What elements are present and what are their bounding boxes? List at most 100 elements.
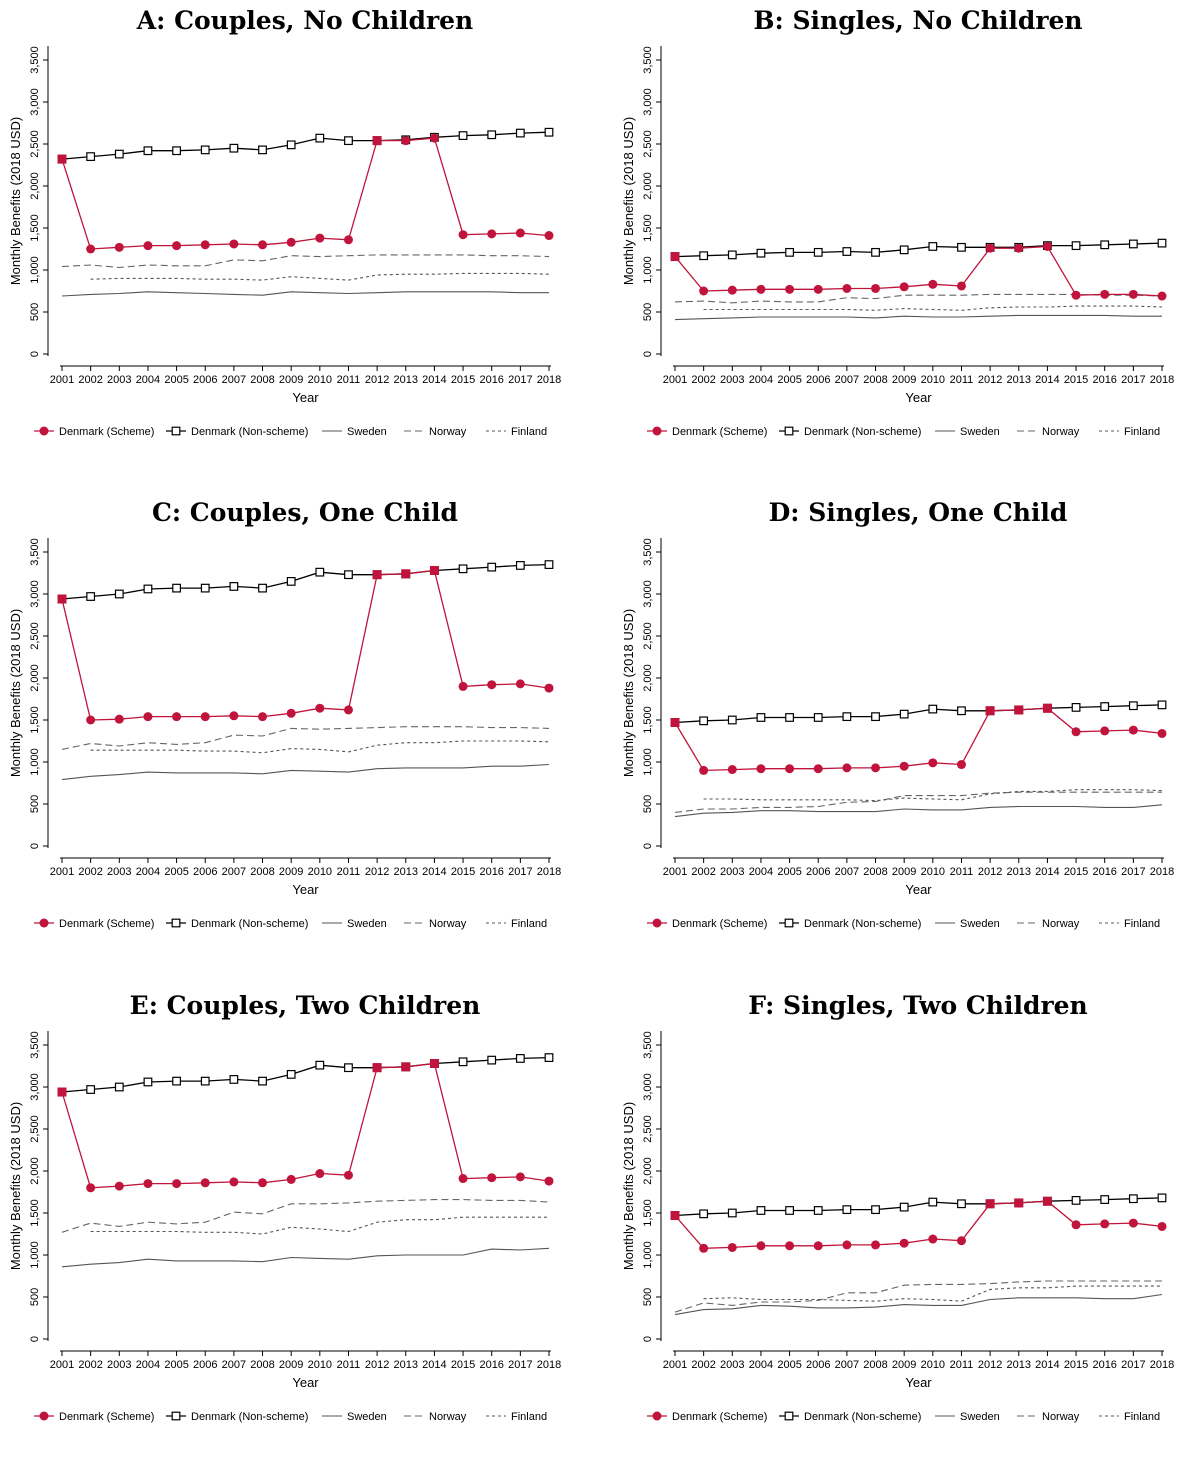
data-point-nonscheme	[1157, 700, 1167, 710]
x-tick-label: 2003	[107, 866, 131, 878]
x-tick-label: 2013	[394, 1359, 418, 1371]
x-tick-label: 2009	[892, 374, 916, 386]
series-scheme	[670, 1196, 1167, 1253]
data-point-scheme	[1157, 1221, 1167, 1231]
legend-marker	[784, 426, 794, 436]
data-point-nonscheme	[727, 715, 737, 725]
data-point-scheme	[756, 1241, 766, 1251]
x-tick-label: 2012	[978, 866, 1002, 878]
x-tick-label: 2010	[308, 866, 332, 878]
data-point-nonscheme	[286, 140, 296, 150]
x-tick-label: 2013	[394, 374, 418, 386]
x-tick-label: 2010	[921, 1359, 945, 1371]
legend-marker	[652, 918, 662, 928]
chart-panel-1: A: Couples, No Children 0 500 1,000 1,500 2,0…	[0, 0, 590, 474]
legend-item-sweden: Sweden	[322, 918, 387, 930]
legend-label: Denmark (Non-scheme)	[804, 918, 921, 930]
chart-panel-2: B: Singles, No Children 0 500 1,000 1,500 2,0…	[613, 0, 1179, 474]
x-tick-label: 2016	[479, 374, 503, 386]
legend-label: Sweden	[347, 1411, 387, 1423]
x-tick-label: 2018	[1150, 1359, 1174, 1371]
y-axis-label: Monthly Benefits (2018 USD)	[8, 609, 23, 777]
x-tick-label: 2005	[777, 374, 801, 386]
x-tick-label: 2016	[479, 866, 503, 878]
data-point-nonscheme	[871, 247, 880, 257]
data-point-nonscheme	[1100, 1195, 1110, 1204]
data-point-nonscheme	[871, 1205, 880, 1215]
chart-title: A: Couples, No Children	[136, 6, 473, 35]
y-tick-label: 2,000	[642, 172, 654, 200]
data-point-scheme	[401, 136, 411, 146]
data-point-scheme	[928, 279, 938, 289]
data-point-scheme	[200, 1178, 210, 1188]
legend-label: Denmark (Scheme)	[672, 426, 767, 438]
series-scheme	[57, 565, 554, 725]
x-tick-label: 2009	[279, 1359, 303, 1371]
x-tick-label: 2001	[50, 1359, 74, 1371]
y-tick-label: 500	[642, 795, 654, 813]
series-line-nonscheme	[674, 704, 1163, 724]
series-line-norway	[61, 726, 550, 750]
data-point-scheme	[286, 1174, 296, 1184]
series-line-scheme	[674, 245, 1163, 297]
y-tick-label: 2,500	[29, 622, 41, 650]
data-point-scheme	[813, 764, 823, 774]
x-tick-label: 2015	[451, 374, 475, 386]
series-finland	[703, 305, 1163, 311]
data-point-nonscheme	[957, 1199, 966, 1209]
series-nonscheme	[57, 560, 554, 604]
x-tick-label: 2015	[451, 1359, 475, 1371]
x-tick-label: 2012	[978, 374, 1002, 386]
data-point-nonscheme	[114, 1082, 124, 1092]
x-tick-label: 2011	[337, 1359, 361, 1371]
x-tick-label: 2015	[1064, 1359, 1088, 1371]
legend-label: Denmark (Non-scheme)	[191, 426, 308, 438]
data-point-scheme	[985, 243, 995, 253]
legend-item-sweden: Sweden	[935, 918, 1000, 930]
legend-label: Finland	[1124, 918, 1160, 930]
legend-item-norway: Norway	[404, 918, 467, 930]
data-point-scheme	[372, 1063, 382, 1073]
x-tick-label: 2002	[691, 374, 715, 386]
series-line-finland	[90, 272, 550, 281]
y-tick-label: 2,000	[29, 1157, 41, 1185]
data-point-nonscheme	[928, 242, 938, 251]
data-point-scheme	[544, 1176, 554, 1186]
data-point-scheme	[1100, 1219, 1110, 1229]
data-point-scheme	[143, 1179, 153, 1189]
chart-title: B: Singles, No Children	[753, 6, 1082, 35]
legend-label: Denmark (Non-scheme)	[804, 1411, 921, 1423]
data-point-nonscheme	[899, 245, 909, 255]
data-point-nonscheme	[785, 247, 794, 257]
y-tick-label: 3,500	[29, 1031, 41, 1059]
data-point-scheme	[458, 230, 468, 240]
data-point-scheme	[785, 1241, 795, 1251]
y-tick-label: 2,500	[642, 622, 654, 650]
data-point-nonscheme	[458, 564, 468, 574]
x-tick-label: 2007	[222, 866, 246, 878]
x-tick-label: 2009	[892, 1359, 916, 1371]
x-tick-label: 2004	[749, 374, 773, 386]
series-scheme	[57, 1058, 554, 1193]
legend: Denmark (Scheme) Denmark (Non-scheme) Swed…	[647, 426, 1160, 438]
x-tick-label: 2018	[537, 374, 561, 386]
data-point-scheme	[1128, 1218, 1138, 1228]
y-tick-label: 1,000	[642, 1241, 654, 1269]
data-point-scheme	[842, 763, 852, 773]
y-tick-label: 2,000	[642, 1157, 654, 1185]
data-point-scheme	[871, 1240, 881, 1250]
chart-grid: A: Couples, No Children 0 500 1,000 1,500 2,0…	[0, 0, 1179, 1423]
y-tick-label: 2,500	[642, 130, 654, 158]
x-tick-label: 2017	[1121, 1359, 1145, 1371]
series-scheme	[57, 133, 554, 254]
series-line-norway	[61, 254, 550, 269]
data-point-scheme	[1071, 727, 1081, 737]
series-line-sweden	[61, 291, 549, 297]
series-line-norway	[674, 293, 1163, 304]
y-tick-label: 2,000	[29, 172, 41, 200]
y-axis-label: Monthly Benefits (2018 USD)	[8, 1102, 23, 1270]
series-sweden	[674, 314, 1162, 321]
data-point-scheme	[515, 1172, 525, 1182]
series-line-sweden	[61, 1247, 550, 1268]
data-point-nonscheme	[487, 562, 497, 572]
